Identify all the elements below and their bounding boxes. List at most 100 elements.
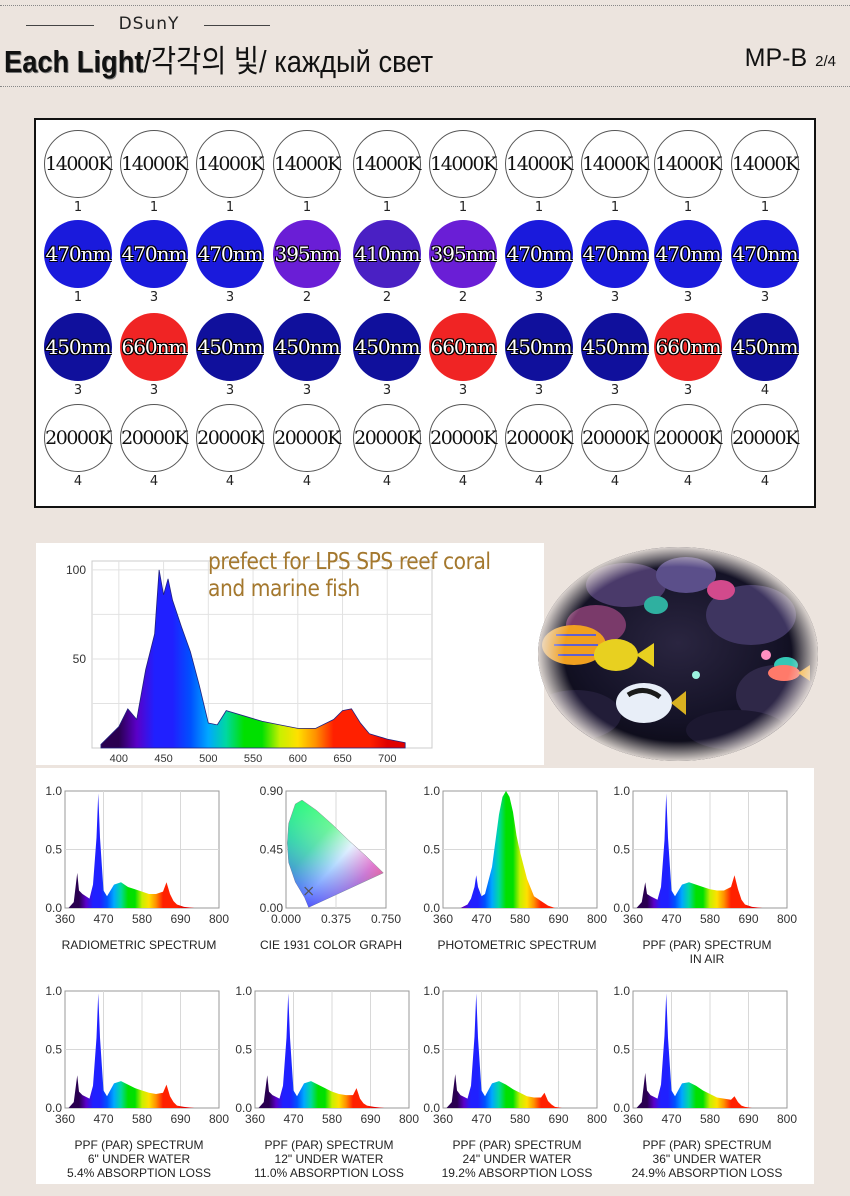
led-14000k: 14000K	[44, 130, 112, 198]
x-tick-label: 360	[55, 1112, 75, 1126]
x-tick-label: 580	[510, 912, 530, 926]
led-count: 3	[458, 383, 468, 398]
x-tick-label: 0.375	[321, 912, 351, 926]
led-count: 1	[760, 200, 770, 215]
x-tick-label: 650	[333, 753, 351, 765]
caption-title: RADIOMETRIC SPECTRUM	[61, 938, 217, 952]
y-tick-label: 0.90	[260, 784, 284, 798]
caption-subtitle: IN AIR	[689, 952, 725, 966]
x-tick-label: 400	[110, 753, 128, 765]
title-separator: /	[143, 44, 152, 79]
led-count: 3	[225, 383, 235, 398]
x-tick-label: 450	[154, 753, 172, 765]
caption-title: PPF (PAR) SPECTRUM	[642, 938, 772, 952]
caption-subtitle: 6" UNDER WATER	[87, 1152, 191, 1166]
x-tick-label: 580	[510, 1112, 530, 1126]
chart-4: 360 470 580 690 800 1.0 0.5 0.0	[613, 784, 797, 926]
chart-2: 0.000 0.375 0.750 0.90 0.45 0.00	[260, 784, 402, 926]
led-20000k: 20000K	[196, 404, 264, 472]
caption-title: CIE 1931 COLOR GRAPH	[259, 938, 403, 952]
caption-subtitle2: 11.0% ABSORPTION LOSS	[254, 1166, 404, 1180]
spectrum-area	[460, 791, 555, 908]
x-tick-label: 360	[55, 912, 75, 926]
spectrum-area	[636, 993, 763, 1108]
led-20000k: 20000K	[44, 404, 112, 472]
led-20000k: 20000K	[429, 404, 497, 472]
led-20000k: 20000K	[505, 404, 573, 472]
led-count: 1	[149, 200, 159, 215]
chart-caption: PHOTOMETRIC SPECTRUM	[417, 938, 617, 952]
caption-subtitle2: 5.4% ABSORPTION LOSS	[66, 1166, 212, 1180]
caption-title: PHOTOMETRIC SPECTRUM	[437, 938, 597, 952]
page-header: DSunY Each Light/각각의 빛/ каждый свет MP-B…	[0, 0, 850, 100]
brand-logo: DSunY	[118, 14, 180, 34]
x-tick-label: 690	[548, 912, 568, 926]
y-tick-label: 0.5	[613, 1043, 630, 1057]
led-count: 2	[382, 290, 392, 305]
led-count: 1	[458, 200, 468, 215]
led-count: 3	[610, 383, 620, 398]
led-count: 3	[610, 290, 620, 305]
x-tick-label: 800	[587, 1112, 607, 1126]
led-450nm: 450nm	[273, 313, 341, 381]
brand-rule-left	[26, 25, 94, 26]
led-450nm: 450nm	[44, 313, 112, 381]
led-450nm: 450nm	[196, 313, 264, 381]
x-tick-label: 800	[209, 912, 229, 926]
spectrum-area	[68, 793, 195, 908]
y-tick-label: 1.0	[423, 984, 440, 998]
y-tick-label: 0.5	[613, 843, 630, 857]
x-tick-label: 470	[661, 1112, 681, 1126]
led-count: 4	[610, 474, 620, 489]
reef-aquarium-photo	[538, 547, 818, 761]
caption-subtitle: 24" UNDER WATER	[462, 1152, 572, 1166]
led-660nm: 660nm	[654, 313, 722, 381]
led-count: 4	[302, 474, 312, 489]
cie-point	[304, 886, 314, 896]
x-tick-label: 800	[209, 1112, 229, 1126]
led-count: 3	[149, 290, 159, 305]
led-20000k: 20000K	[731, 404, 799, 472]
led-count: 4	[458, 474, 468, 489]
x-tick-label: 580	[132, 1112, 152, 1126]
main-spectrum-panel: 400 450 500 550 600 650 700 100 50 prefect for L…	[36, 543, 544, 765]
spectrum-area	[636, 793, 763, 908]
x-tick-label: 800	[777, 912, 797, 926]
led-20000k: 20000K	[353, 404, 421, 472]
title-korean: 각각의 빛	[151, 44, 260, 79]
led-count: 4	[382, 474, 392, 489]
led-20000k: 20000K	[654, 404, 722, 472]
spectrum-area	[100, 569, 406, 749]
led-count: 1	[302, 200, 312, 215]
y-tick-label: 0.0	[423, 1101, 440, 1115]
led-14000k: 14000K	[581, 130, 649, 198]
led-count: 4	[73, 474, 83, 489]
main-spectrum-chart: 400 450 500 550 600 650 700 100 50	[66, 560, 433, 765]
x-tick-label: 360	[433, 1112, 453, 1126]
led-count: 1	[225, 200, 235, 215]
caption-title: PPF (PAR) SPECTRUM	[74, 1138, 204, 1152]
led-20000k: 20000K	[273, 404, 341, 472]
y-tick-label: 0.5	[423, 1043, 440, 1057]
led-count: 1	[73, 290, 83, 305]
title-russian: каждый свет	[274, 44, 434, 79]
y-tick-label: 0.5	[45, 843, 62, 857]
x-tick-label: 0.000	[271, 912, 301, 926]
x-tick-label: 580	[700, 1112, 720, 1126]
chart-caption: PPF (PAR) SPECTRUM 12" UNDER WATER 11.0% A…	[229, 1138, 429, 1180]
x-tick-label: 800	[777, 1112, 797, 1126]
x-tick-label: 580	[322, 1112, 342, 1126]
y-tick-label: 1.0	[423, 784, 440, 798]
model-label: MP-B 2/4	[745, 44, 836, 73]
led-count: 3	[760, 290, 770, 305]
led-count: 1	[382, 200, 392, 215]
brand-rule-right	[204, 25, 270, 26]
led-470nm: 470nm	[44, 220, 112, 288]
led-14000k: 14000K	[273, 130, 341, 198]
caption-line-1: prefect for LPS SPS reef coral	[208, 549, 491, 575]
led-count: 3	[302, 383, 312, 398]
chart-7: 360 470 580 690 800 1.0 0.5 0.0	[423, 984, 607, 1126]
chart-caption: RADIOMETRIC SPECTRUM	[39, 938, 239, 952]
page-title: Each Light/각각의 빛/ каждый свет	[4, 36, 433, 81]
led-count: 1	[534, 200, 544, 215]
